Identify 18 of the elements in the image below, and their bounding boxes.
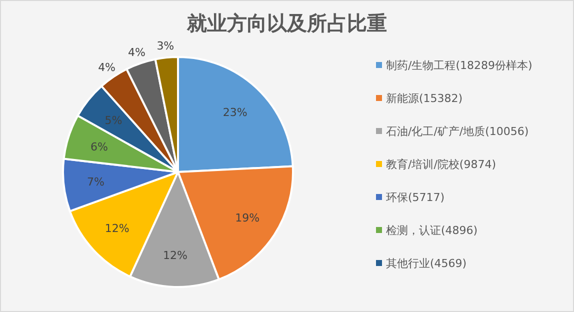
legend-label: 新能源(15382)	[386, 92, 463, 105]
data-label: 19%	[235, 211, 260, 224]
data-label: 23%	[222, 106, 248, 120]
data-label: 12%	[163, 248, 188, 262]
data-label: 6%	[90, 140, 108, 154]
data-label: 7%	[87, 176, 104, 189]
legend-label: 其他行业(4569)	[386, 257, 467, 270]
data-label: 4%	[128, 46, 146, 59]
data-label: 5%	[104, 114, 122, 128]
data-label: 3%	[156, 40, 174, 53]
legend-label: 环保(5717)	[386, 191, 445, 204]
data-label: 4%	[98, 60, 116, 74]
legend-label: 检测，认证(4896)	[386, 224, 478, 237]
chart-title: 就业方向以及所占比重	[186, 11, 387, 35]
data-label: 12%	[104, 222, 130, 236]
legend-label: 制药/生物工程(18289份样本)	[386, 59, 532, 72]
legend-label: 教育/培训/院校(9874)	[386, 158, 496, 171]
legend-label: 石油/化工/矿产/地质(10056)	[386, 125, 529, 138]
